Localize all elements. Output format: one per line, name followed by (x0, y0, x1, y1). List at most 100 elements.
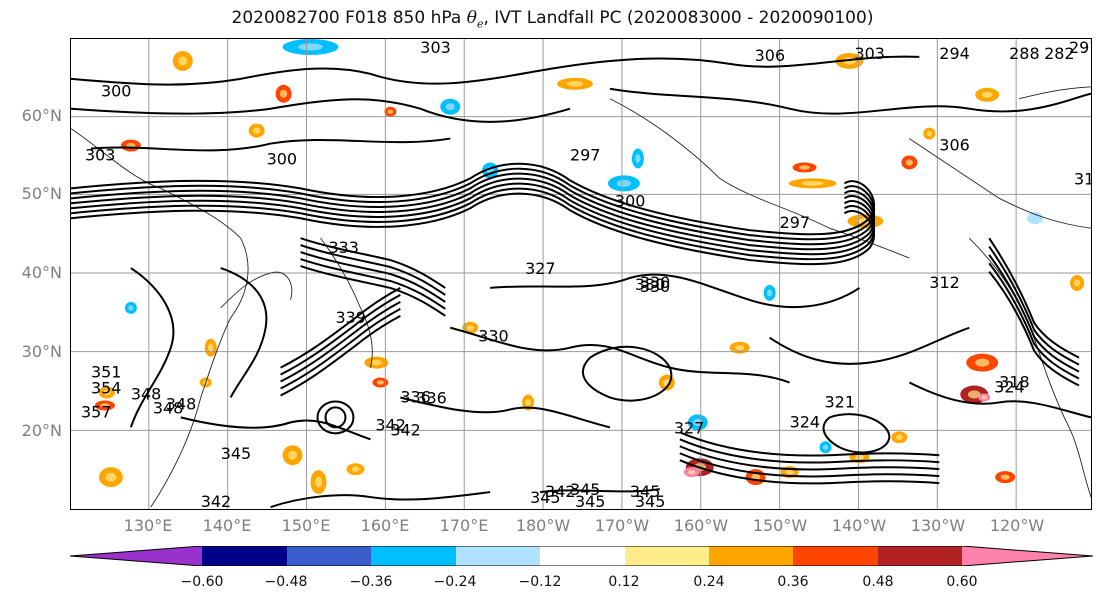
theta-e-contour (71, 192, 876, 266)
colorbar-tick-label: −0.60 (180, 574, 224, 590)
contour-label: 339 (335, 308, 365, 327)
theta-e-contour (280, 301, 401, 383)
lon-label: 120°W (989, 516, 1045, 535)
theta-e-contour (300, 251, 446, 303)
pc-anomaly-core (178, 56, 188, 66)
pc-anomaly-core (466, 325, 474, 331)
contour-label: 345 (570, 480, 600, 499)
theta-e-contour (316, 400, 355, 435)
colorbar-tick-label: 0.36 (777, 574, 809, 590)
pc-anomaly-core (635, 154, 641, 163)
contour-label: 333 (328, 238, 358, 257)
pc-anomaly-core (208, 343, 214, 352)
contour-label: 342 (390, 420, 420, 439)
theta-e-contour (270, 491, 491, 508)
pc-anomaly-core (253, 127, 261, 134)
theta-e-contour (988, 262, 1080, 380)
contour-label: 330 (640, 277, 670, 296)
map-canvas: 3003033033063032942882822972973003002973… (71, 39, 1091, 509)
theta-e-contour (300, 244, 446, 296)
colorbar-tick-label: −0.36 (349, 574, 393, 590)
lon-label: 170°W (594, 516, 650, 535)
pc-anomaly-core (926, 130, 933, 137)
colorbar-bin (287, 546, 371, 566)
pc-anomaly-core (314, 476, 323, 488)
colorbar-tick-label: 0.12 (608, 574, 640, 590)
contour-label: 306 (939, 136, 969, 155)
theta-e-contour (71, 172, 876, 246)
contour-label: 348 (166, 394, 196, 413)
contour-label: 303 (854, 44, 884, 63)
contour-label: 294 (939, 44, 969, 63)
theta-e-contour (400, 396, 611, 429)
pc-anomaly-core (100, 403, 110, 408)
pc-anomaly-core (288, 450, 298, 460)
lon-label: 160°E (360, 516, 410, 535)
theta-e-contour (129, 267, 175, 428)
lat-label: 50°N (21, 184, 62, 203)
pc-anomaly-core (785, 469, 794, 475)
theta-e-contour (71, 177, 876, 251)
theta-e-contours (71, 55, 1091, 508)
contour-label: 336 (400, 387, 430, 406)
pc-anomaly-core (616, 179, 632, 187)
contour-label: 297 (780, 213, 810, 232)
pc-anomaly-core (128, 305, 134, 311)
theta-subscript: e (476, 17, 484, 31)
lat-label: 30°N (21, 342, 62, 361)
contour-label: 303 (420, 39, 450, 57)
colorbar-bin (70, 546, 202, 566)
colorbar-bin (625, 546, 709, 566)
pc-anomaly-core (799, 165, 810, 170)
lat-label: 40°N (21, 263, 62, 282)
lon-label: 170°E (439, 516, 489, 535)
pc-anomaly-core (525, 398, 531, 407)
colorbar-bin (878, 546, 962, 566)
theta-e-contour (300, 265, 446, 317)
lat-label: 20°N (21, 421, 62, 440)
pc-anomaly-core (1000, 474, 1010, 480)
contour-label: 288 (1009, 44, 1039, 63)
theta-e-contour (539, 488, 660, 494)
contour-label: 357 (81, 402, 111, 421)
coastline (220, 271, 293, 309)
contour-label: 324 (994, 378, 1024, 397)
theta-e-contour (71, 182, 876, 256)
map-panel: 3003033033063032942882822972973003002973… (70, 38, 1092, 510)
pc-anomaly-core (279, 89, 288, 98)
graticule (71, 39, 1091, 509)
contour-label: 345 (630, 482, 660, 501)
pc-anomaly-core (693, 418, 703, 426)
colorbar-bin (709, 546, 793, 566)
lon-label: 150°E (281, 516, 331, 535)
pc-anomaly-core (905, 159, 913, 166)
colorbar-tick-label: 0.60 (946, 574, 978, 590)
colorbar-bin (371, 546, 456, 566)
theta-e-contour (300, 237, 446, 289)
colorbar-bin (793, 546, 878, 566)
lon-label: 140°W (831, 516, 887, 535)
pc-anomaly-core (445, 103, 455, 111)
theta-e-contour (220, 267, 268, 398)
contour-label: 300 (101, 82, 131, 101)
contour-label: 312 (929, 273, 959, 292)
theta-e-contour (280, 314, 401, 397)
theta-e-contour (908, 381, 1091, 419)
theta-e-contour (300, 258, 446, 310)
title-prefix: 2020082700 F018 850 hPa (231, 8, 467, 28)
contour-label: 351 (91, 363, 121, 382)
colorbar (70, 546, 1093, 566)
contour-label: 306 (755, 46, 785, 65)
lon-label: 180°W (515, 516, 571, 535)
theta-e-contour (324, 406, 347, 429)
pc-anomaly-core (766, 289, 773, 297)
contour-label: 342 (201, 492, 231, 509)
theta-e-contour (679, 459, 940, 485)
contour-label: 327 (525, 259, 555, 278)
theta-e-contour (679, 452, 940, 478)
pc-anomaly-core (387, 109, 394, 114)
chart-title: 2020082700 F018 850 hPa θe, IVT Landfall… (0, 8, 1105, 30)
colorbar-tick-label: 0.48 (862, 574, 894, 590)
colorbar-bin (456, 546, 540, 566)
colorbar-tick-label: −0.24 (433, 574, 477, 590)
